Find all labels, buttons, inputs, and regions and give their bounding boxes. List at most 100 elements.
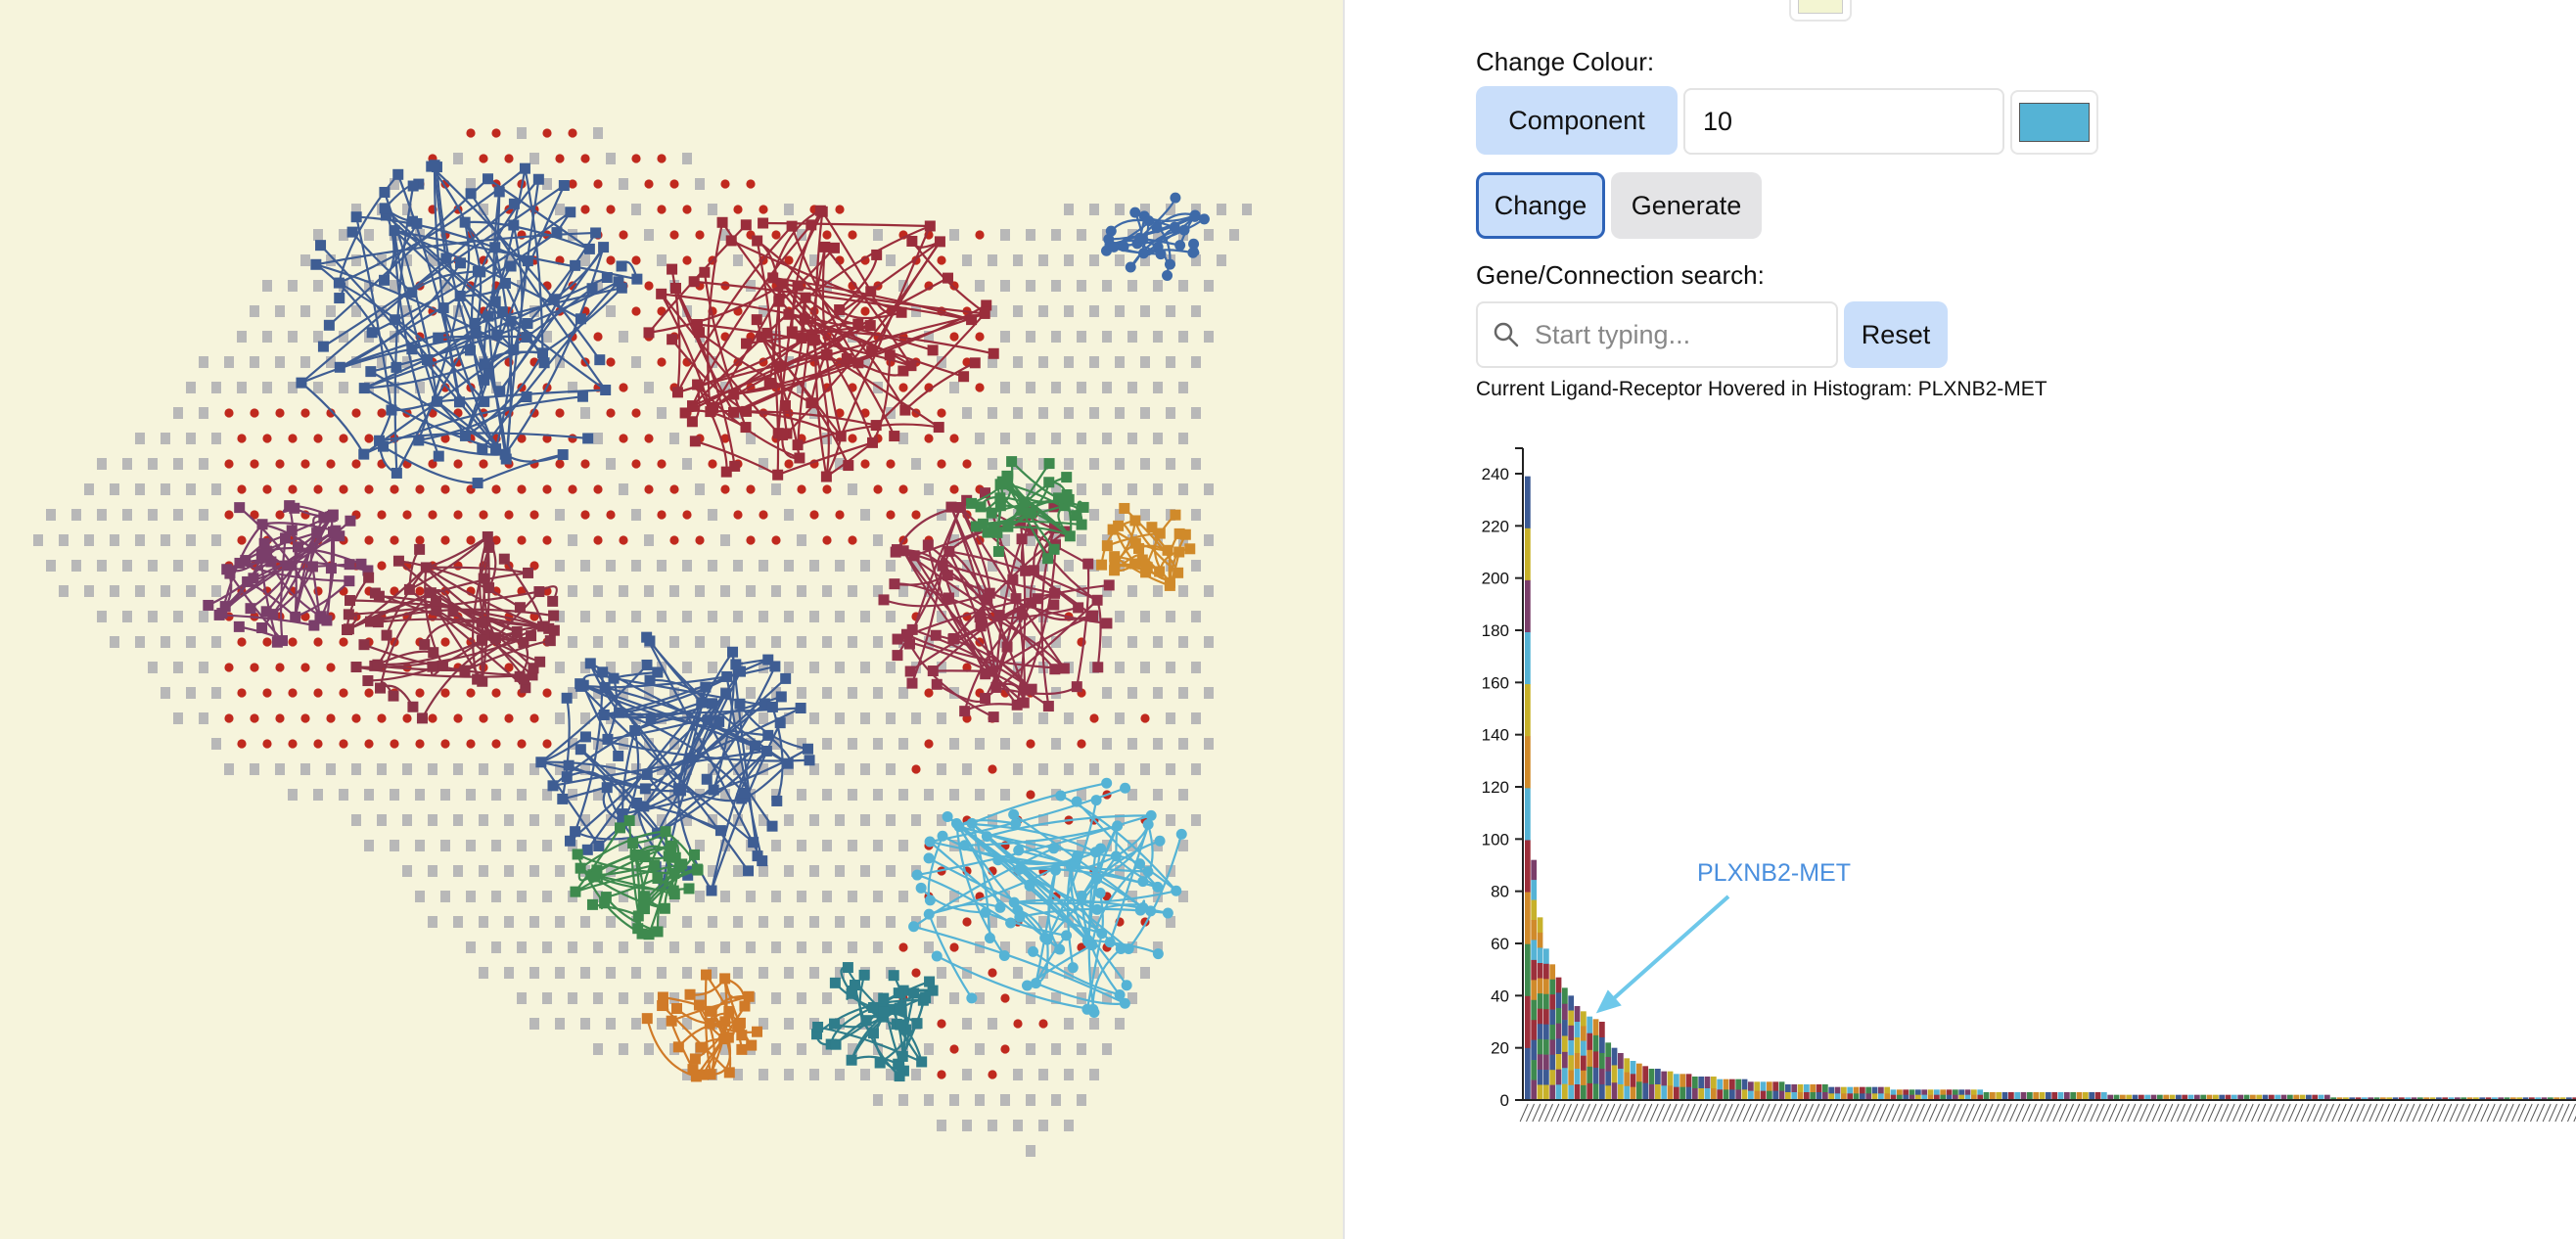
histogram-bar[interactable]: [1934, 1089, 1940, 1101]
histogram-bar[interactable]: [1630, 1061, 1636, 1101]
histogram-bar[interactable]: [2529, 1097, 2535, 1100]
component-number-input[interactable]: 10: [1683, 88, 2004, 155]
component-cluster[interactable]: [296, 160, 643, 489]
histogram-bar[interactable]: [2466, 1097, 2473, 1100]
histogram-bar[interactable]: [2250, 1094, 2256, 1100]
histogram-bar[interactable]: [2566, 1097, 2572, 1100]
histogram-bar[interactable]: [1698, 1077, 1705, 1101]
histogram-bar[interactable]: [1704, 1077, 1711, 1101]
histogram-bar[interactable]: [1605, 1042, 1612, 1101]
histogram-bar[interactable]: [2163, 1094, 2170, 1100]
histogram-bar[interactable]: [2399, 1097, 2405, 1100]
histogram-bar[interactable]: [1927, 1089, 1934, 1101]
histogram-bar[interactable]: [2461, 1097, 2467, 1100]
histogram-bar[interactable]: [2522, 1097, 2529, 1100]
histogram-bar[interactable]: [2362, 1097, 2368, 1100]
histogram-bar[interactable]: [1592, 1019, 1599, 1101]
histogram-bar[interactable]: [2094, 1092, 2101, 1100]
histogram-bar[interactable]: [1791, 1084, 1798, 1101]
search-input[interactable]: Start typing...: [1535, 319, 1691, 349]
histogram-bar[interactable]: [1735, 1078, 1742, 1101]
histogram-bar[interactable]: [1903, 1089, 1909, 1101]
histogram-bar[interactable]: [1648, 1069, 1655, 1101]
top-colour-swatch[interactable]: [1789, 0, 1852, 22]
histogram-bar[interactable]: [2113, 1094, 2120, 1100]
histogram-bar[interactable]: [2541, 1097, 2548, 1100]
histogram-bar[interactable]: [2139, 1094, 2144, 1100]
histogram-bar[interactable]: [2479, 1097, 2486, 1100]
histogram-bar[interactable]: [1878, 1086, 1884, 1101]
histogram-bar[interactable]: [2046, 1092, 2051, 1100]
histogram-bar[interactable]: [2498, 1097, 2505, 1100]
histogram-bar[interactable]: [2330, 1097, 2337, 1100]
histogram-bar[interactable]: [2436, 1097, 2442, 1100]
histogram-bar[interactable]: [1531, 859, 1538, 1101]
histogram-bar[interactable]: [1778, 1081, 1785, 1101]
histogram-bar[interactable]: [1964, 1089, 1971, 1101]
histogram-bar[interactable]: [2312, 1094, 2319, 1100]
histogram-bar[interactable]: [2182, 1094, 2188, 1100]
histogram-bar[interactable]: [2033, 1092, 2040, 1100]
component-button[interactable]: Component: [1476, 86, 1678, 155]
histogram-bar[interactable]: [1822, 1084, 1828, 1101]
ligand-receptor-histogram[interactable]: 020406080100120140160180200220240PLXNB2-…: [1345, 0, 2576, 1239]
histogram-bar[interactable]: [1543, 948, 1549, 1101]
histogram-bar[interactable]: [2051, 1092, 2058, 1100]
histogram-bar[interactable]: [1909, 1089, 1915, 1101]
histogram-bar[interactable]: [2535, 1097, 2542, 1100]
histogram-bar[interactable]: [1915, 1089, 1921, 1101]
histogram-bar[interactable]: [1816, 1084, 1822, 1101]
histogram-bar[interactable]: [2070, 1092, 2077, 1100]
histogram-bar[interactable]: [2001, 1092, 2008, 1100]
histogram-bar[interactable]: [1871, 1086, 1878, 1101]
histogram-bar[interactable]: [2008, 1092, 2014, 1100]
histogram-bar[interactable]: [2200, 1094, 2207, 1100]
histogram-bar[interactable]: [1723, 1078, 1729, 1101]
component-cluster[interactable]: [203, 500, 374, 648]
histogram-bar[interactable]: [1804, 1084, 1810, 1101]
histogram-bar[interactable]: [2293, 1094, 2300, 1100]
histogram-bar[interactable]: [2027, 1092, 2033, 1100]
histogram-bar[interactable]: [2423, 1097, 2430, 1100]
histogram-bar[interactable]: [1741, 1078, 1748, 1101]
histogram-bar[interactable]: [2355, 1097, 2362, 1100]
component-cluster[interactable]: [641, 969, 763, 1082]
histogram-bar[interactable]: [2231, 1094, 2237, 1100]
histogram-bar[interactable]: [2386, 1097, 2393, 1100]
histogram-bar[interactable]: [1785, 1084, 1791, 1101]
histogram-bar[interactable]: [2101, 1092, 2107, 1100]
histogram-bar[interactable]: [2516, 1097, 2523, 1100]
histogram-bar[interactable]: [1797, 1084, 1804, 1101]
spatial-network-graph[interactable]: [0, 0, 1343, 1239]
histogram-bar[interactable]: [1884, 1086, 1891, 1101]
histogram-bar[interactable]: [1581, 1011, 1587, 1101]
histogram-bar[interactable]: [1940, 1089, 1947, 1101]
histogram-bar[interactable]: [1996, 1092, 2002, 1100]
histogram-bar[interactable]: [1841, 1086, 1847, 1101]
histogram-bar[interactable]: [1667, 1071, 1674, 1101]
histogram-bar[interactable]: [2368, 1097, 2374, 1100]
histogram-bar[interactable]: [1679, 1074, 1686, 1101]
histogram-bar[interactable]: [1834, 1086, 1841, 1101]
component-cluster[interactable]: [1096, 502, 1196, 591]
histogram-bar[interactable]: [1562, 987, 1568, 1101]
histogram-bar[interactable]: [2262, 1094, 2269, 1100]
component-cluster[interactable]: [643, 205, 999, 482]
histogram-bar[interactable]: [2194, 1094, 2200, 1100]
histogram-bar[interactable]: [1661, 1071, 1668, 1101]
histogram-bar[interactable]: [2336, 1097, 2343, 1100]
histogram-bar[interactable]: [2442, 1097, 2449, 1100]
reset-button[interactable]: Reset: [1844, 301, 1948, 368]
histogram-bar[interactable]: [1549, 964, 1556, 1101]
histogram-bar[interactable]: [1568, 995, 1575, 1101]
histogram-bar[interactable]: [1537, 917, 1543, 1101]
histogram-bar[interactable]: [2473, 1097, 2479, 1100]
histogram-bar[interactable]: [2306, 1094, 2312, 1100]
histogram-bar[interactable]: [1890, 1089, 1897, 1101]
histogram-bar[interactable]: [1953, 1089, 1958, 1101]
histogram-bar[interactable]: [1810, 1084, 1817, 1101]
component-cluster[interactable]: [966, 456, 1089, 565]
histogram-bar[interactable]: [2089, 1092, 2095, 1100]
histogram-bar[interactable]: [1618, 1053, 1624, 1101]
histogram-bar[interactable]: [2187, 1094, 2194, 1100]
